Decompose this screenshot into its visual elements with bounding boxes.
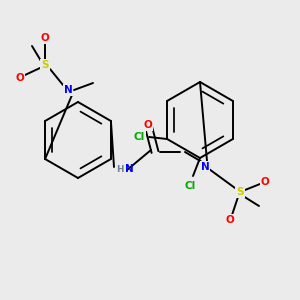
Text: H: H [116, 166, 124, 175]
Text: O: O [144, 120, 152, 130]
Text: S: S [236, 187, 244, 197]
Text: N: N [201, 162, 209, 172]
Text: N: N [64, 85, 72, 95]
Text: O: O [40, 33, 50, 43]
Text: O: O [261, 177, 269, 187]
Text: O: O [16, 73, 24, 83]
Text: O: O [226, 215, 234, 225]
Text: Cl: Cl [184, 181, 196, 191]
Text: Cl: Cl [134, 132, 145, 142]
Text: S: S [41, 60, 49, 70]
Text: N: N [124, 164, 134, 174]
